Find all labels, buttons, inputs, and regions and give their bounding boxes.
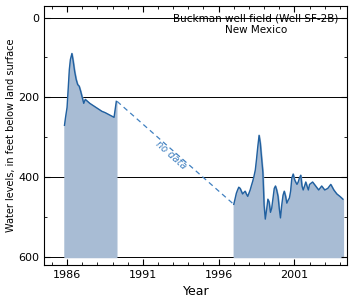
X-axis label: Year: Year — [183, 285, 209, 299]
Text: no data: no data — [154, 139, 189, 171]
Y-axis label: Water levels, in feet below land surface: Water levels, in feet below land surface — [6, 39, 16, 232]
Text: Buckman well field (Well SF-2B)
New Mexico: Buckman well field (Well SF-2B) New Mexi… — [173, 13, 339, 35]
